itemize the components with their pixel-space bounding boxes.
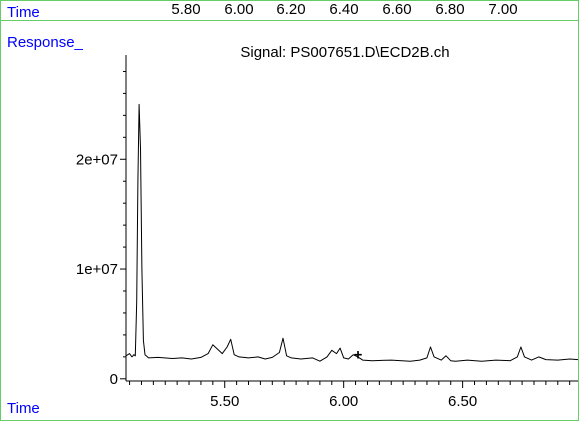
x-tick-label: 6.00 xyxy=(329,393,358,410)
top-time-tick: 5.80 xyxy=(171,1,201,18)
top-time-tick: 7.00 xyxy=(488,1,518,18)
x-tick-label: 6.50 xyxy=(448,393,477,410)
cursor-marker: + xyxy=(354,347,363,364)
signal-title: Signal: PS007651.D\ECD2B.ch xyxy=(240,44,450,61)
header-divider xyxy=(0,20,579,21)
x-tick-label: 5.50 xyxy=(210,393,239,410)
response-axis-label: Response_ xyxy=(7,34,83,51)
frame-top-border xyxy=(0,0,579,1)
y-tick-label: 1e+07 xyxy=(76,261,118,278)
y-tick-label: 2e+07 xyxy=(76,151,118,168)
y-tick-label: 0 xyxy=(110,371,118,388)
top-time-tick: 6.60 xyxy=(382,1,412,18)
top-time-label: Time xyxy=(7,4,40,21)
top-time-tick: 6.40 xyxy=(329,1,359,18)
top-time-tick: 6.00 xyxy=(224,1,254,18)
top-time-ruler: 5.80 6.00 6.20 6.40 6.60 6.80 7.00 xyxy=(160,1,570,19)
bottom-time-label: Time xyxy=(7,400,40,417)
top-time-tick: 6.80 xyxy=(435,1,465,18)
signal-trace xyxy=(125,103,579,362)
frame-left-border xyxy=(0,0,1,421)
top-time-tick: 6.20 xyxy=(276,1,306,18)
